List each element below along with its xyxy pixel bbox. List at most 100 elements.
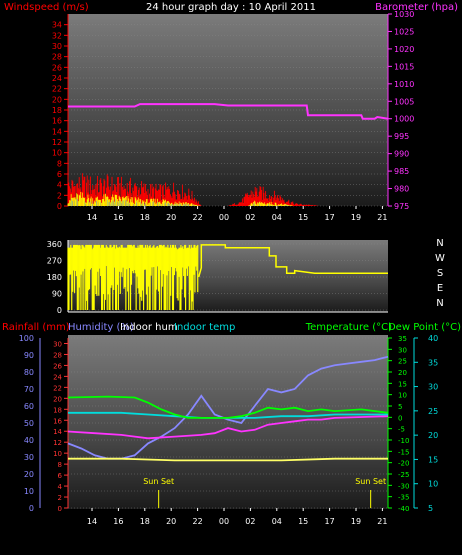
barometer-tick-label: 995 (394, 132, 409, 141)
compass-label: S (437, 268, 443, 279)
x-tick-label: 17 (325, 213, 335, 222)
rainfall-tick-label: 22 (53, 384, 62, 392)
x-tick-label: 22 (193, 213, 203, 222)
rainfall-tick-label: 6 (58, 472, 63, 480)
barometer-tick-label: 990 (394, 150, 409, 159)
x-tick-label: 02 (245, 213, 255, 222)
x-tick-label: 14 (87, 213, 97, 222)
dewpoint-tick-label: 15 (428, 455, 438, 464)
windspeed-tick-label: 2 (57, 191, 62, 200)
x-tick-label: 20 (166, 213, 176, 222)
rainfall-tick-label: 14 (53, 428, 62, 436)
barometer-tick-label: 1030 (394, 10, 414, 19)
humidity-tick-label: 80 (24, 368, 34, 377)
x-tick-label: 00 (219, 213, 229, 222)
x-tick-label: 18 (140, 213, 150, 222)
temperature-tick-label: 15 (398, 380, 407, 388)
rainfall-tick-label: 8 (58, 461, 62, 469)
barometer-tick-label: 985 (394, 167, 409, 176)
windspeed-tick-label: 24 (52, 74, 62, 83)
temperature-tick-label: -40 (398, 505, 409, 513)
x-tick-label: 04 (272, 517, 282, 526)
temperature-tick-label: -30 (398, 482, 409, 490)
humidity-tick-label: 10 (24, 487, 34, 496)
rainfall-tick-label: 10 (53, 450, 62, 458)
barometer-tick-label: 1005 (394, 97, 414, 106)
dewpoint-tick-label: 30 (428, 383, 438, 392)
sunset-label: Sun Set (355, 477, 386, 486)
indoor-hum-label: Indoor hum (120, 322, 178, 333)
x-tick-label: 20 (166, 517, 176, 526)
x-tick-label: 21 (377, 213, 387, 222)
rainfall-tick-label: 12 (53, 439, 62, 447)
climate-panel (68, 335, 388, 509)
humidity-tick-label: 20 (24, 470, 34, 479)
x-tick-label: 02 (245, 517, 255, 526)
temperature-tick-label: -25 (398, 471, 409, 479)
dewpoint-tick-label: 10 (428, 480, 438, 489)
windspeed-tick-label: 12 (52, 138, 62, 147)
temperature-tick-label: 30 (398, 346, 407, 354)
temperature-tick-label: 10 (398, 392, 407, 400)
temperature-tick-label: 35 (398, 335, 407, 343)
sunset-label: Sun Set (143, 477, 174, 486)
windspeed-tick-label: 34 (52, 21, 62, 30)
temperature-line (67, 395, 389, 419)
barometer-tick-label: 1010 (394, 80, 414, 89)
direction-tick-label: 90 (52, 290, 62, 299)
rainfall-tick-label: 28 (53, 351, 62, 359)
windspeed-tick-label: 28 (52, 53, 62, 62)
rainfall-tick-label: 0 (58, 505, 62, 513)
humidity-tick-label: 50 (24, 419, 34, 428)
rainfall-tick-label: 16 (53, 417, 62, 425)
x-tick-label: 00 (219, 517, 229, 526)
barometer-tick-label: 1025 (394, 27, 414, 36)
barometer-tick-label: 975 (394, 202, 409, 211)
rainfall-tick-label: 26 (53, 362, 62, 370)
x-tick-label: 18 (140, 517, 150, 526)
windspeed-tick-label: 32 (52, 31, 62, 40)
dewpoint-tick-label: 25 (428, 407, 438, 416)
humidity-tick-label: 90 (24, 351, 34, 360)
direction-tick-label: 360 (47, 240, 62, 249)
x-tick-label: 19 (351, 517, 361, 526)
rainfall-tick-label: 30 (53, 340, 62, 348)
barometer-line (68, 103, 389, 120)
windspeed-tick-label: 22 (52, 85, 62, 94)
temperature-axis-label: Temperature (°C) (305, 322, 392, 333)
x-tick-label: 16 (113, 213, 123, 222)
wind-direction-line (197, 244, 388, 278)
windspeed-tick-label: 6 (57, 170, 62, 179)
compass-label: N (436, 298, 443, 309)
rainfall-axis-label: Rainfall (mm) (2, 322, 70, 333)
humidity-tick-label: 70 (24, 385, 34, 394)
x-tick-label: 15 (298, 213, 308, 222)
x-tick-label: 14 (87, 517, 97, 526)
indoor-temp-line (68, 411, 388, 419)
rainfall-tick-label: 4 (58, 483, 63, 491)
dewpoint-tick-label: 40 (428, 334, 438, 343)
temperature-tick-label: -35 (398, 494, 409, 502)
windspeed-axis-label: Windspeed (m/s) (4, 2, 89, 13)
barometer-tick-label: 980 (394, 185, 409, 194)
rainfall-tick-label: 24 (53, 373, 62, 381)
dewpoint-axis-label: Dew Point (°C) (388, 322, 461, 333)
chart-title: 24 hour graph day : 10 April 2011 (146, 2, 316, 13)
windspeed-tick-label: 26 (52, 63, 62, 72)
x-tick-label: 21 (377, 517, 387, 526)
temperature-tick-label: 25 (398, 358, 407, 366)
windspeed-tick-label: 30 (52, 42, 62, 51)
windspeed-tick-label: 0 (57, 202, 62, 211)
windspeed-tick-label: 10 (52, 149, 62, 158)
compass-label: W (435, 253, 445, 264)
x-tick-label: 16 (113, 517, 123, 526)
compass-label: N (436, 238, 443, 249)
x-tick-label: 15 (298, 517, 308, 526)
direction-tick-label: 180 (47, 273, 62, 282)
dew-point-line (68, 457, 388, 462)
dewpoint-tick-label: 5 (428, 504, 433, 513)
barometer-tick-label: 1020 (394, 45, 414, 54)
temperature-tick-label: -10 (398, 437, 409, 445)
indoor-temp-label: Indoor temp (174, 322, 235, 333)
rainfall-tick-label: 2 (58, 494, 62, 502)
